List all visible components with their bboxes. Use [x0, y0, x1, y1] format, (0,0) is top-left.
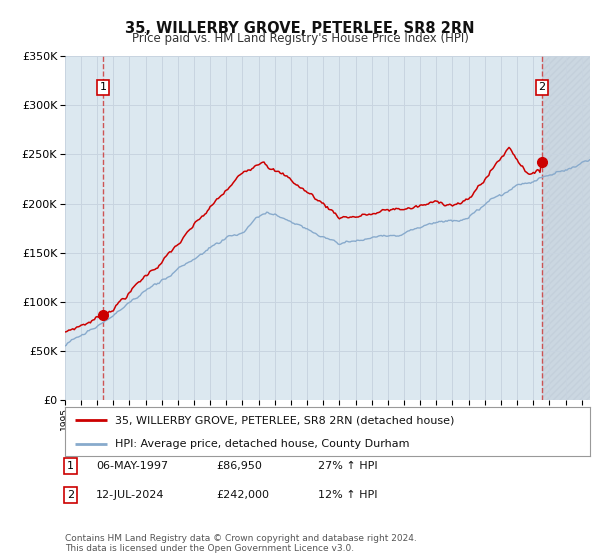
Text: 35, WILLERBY GROVE, PETERLEE, SR8 2RN (detached house): 35, WILLERBY GROVE, PETERLEE, SR8 2RN (d…	[115, 416, 454, 426]
Text: 27% ↑ HPI: 27% ↑ HPI	[318, 461, 377, 471]
Text: 12-JUL-2024: 12-JUL-2024	[96, 490, 164, 500]
Text: Price paid vs. HM Land Registry's House Price Index (HPI): Price paid vs. HM Land Registry's House …	[131, 32, 469, 45]
Text: 2: 2	[538, 82, 545, 92]
Text: 12% ↑ HPI: 12% ↑ HPI	[318, 490, 377, 500]
Text: 1: 1	[67, 461, 74, 471]
Text: £242,000: £242,000	[216, 490, 269, 500]
Text: 06-MAY-1997: 06-MAY-1997	[96, 461, 168, 471]
Text: 2: 2	[67, 490, 74, 500]
Text: HPI: Average price, detached house, County Durham: HPI: Average price, detached house, Coun…	[115, 439, 409, 449]
Text: Contains HM Land Registry data © Crown copyright and database right 2024.
This d: Contains HM Land Registry data © Crown c…	[65, 534, 416, 553]
Bar	[542, 56, 590, 400]
Text: 1: 1	[100, 82, 107, 92]
Text: 35, WILLERBY GROVE, PETERLEE, SR8 2RN: 35, WILLERBY GROVE, PETERLEE, SR8 2RN	[125, 21, 475, 36]
Text: £86,950: £86,950	[216, 461, 262, 471]
